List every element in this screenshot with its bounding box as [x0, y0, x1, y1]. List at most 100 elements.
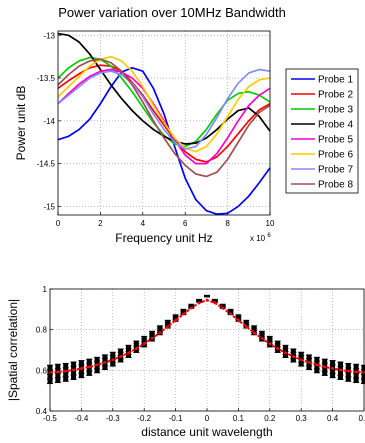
chart1-legend-label: Probe 3	[318, 105, 353, 116]
chart1-legend: Probe 1 Probe 2 Probe 3 Probe 4 Probe 5 Probe…	[285, 68, 359, 194]
chart1-legend-box	[285, 68, 359, 194]
chart2-red-point	[354, 370, 358, 374]
chart2-y-tick-label: 0.8	[36, 326, 48, 335]
chart2-y-axis-label: |Spatial correlation|	[6, 299, 20, 401]
chart2-x-tick-label: -0.5	[43, 414, 57, 423]
chart1-y-tick-label: -15	[43, 202, 55, 211]
chart1-legend-items: Probe 1 Probe 2 Probe 3 Probe 4 Probe 5 Probe…	[291, 75, 353, 191]
chart2-red-point	[221, 306, 225, 310]
chart2-x-tick-label: -0.1	[169, 414, 183, 423]
chart2-red-point	[213, 301, 217, 305]
chart2-red-point	[197, 301, 201, 305]
chart1-x-tick-label: 2	[98, 219, 103, 228]
chart1-y-tick-label: -14.5	[37, 160, 56, 169]
chart2-red-point	[56, 370, 60, 374]
power-variation-chart: Power variation over 10MHz Bandwidth 0 2 4…	[14, 5, 359, 245]
chart1-x-tick-label: 10	[266, 219, 275, 228]
chart2-red-point	[346, 369, 350, 373]
chart2-x-tick-label: 0.5	[358, 414, 365, 423]
chart1-x-tick-label: 6	[183, 219, 188, 228]
chart2-red-point	[339, 368, 342, 372]
chart2-series	[47, 294, 365, 385]
chart1-x-multiplier: x 10 6	[250, 233, 271, 243]
chart2-red-point	[252, 331, 256, 335]
chart1-y-tick-label: -14	[43, 117, 55, 126]
chart2-x-axis-label: distance unit wavelength	[141, 425, 272, 439]
chart2-red-point	[229, 312, 232, 316]
chart2-grid	[49, 288, 365, 412]
chart1-x-multiplier-exponent: 6	[267, 233, 271, 239]
chart2-red-point	[260, 337, 264, 340]
chart1-legend-label: Probe 2	[318, 90, 353, 101]
chart2-red-point	[111, 358, 115, 362]
chart2-red-point	[87, 365, 91, 369]
chart2-red-point	[189, 306, 193, 310]
chart1-x-tick-label: 0	[56, 219, 61, 228]
chart1-y-ticks: -13 -13.5 -14 -14.5 -15	[37, 31, 61, 211]
chart2-red-point	[205, 298, 209, 302]
chart2-red-point	[119, 355, 123, 358]
chart2-red-point	[291, 355, 295, 358]
chart2-x-tick-label: -0.2	[137, 414, 151, 423]
chart2-red-point	[307, 361, 311, 364]
chart1-legend-label: Probe 7	[318, 165, 353, 176]
chart2-x-tick-label: 0.1	[233, 414, 245, 423]
chart2-x-tick-label: 0	[205, 414, 210, 423]
chart2-x-tick-label: 0.4	[327, 414, 339, 423]
chart2-red-point	[284, 351, 287, 355]
chart1-y-tick-label: -13.5	[37, 74, 56, 83]
chart2-x-ticks: -0.5 -0.4 -0.3 -0.2 -0.1 0 0.1 0.2 0.3 0.4 0.5	[43, 408, 365, 423]
chart1-series-line-probe-2	[57, 64, 271, 163]
chart1-series-line-probe-5	[57, 68, 271, 165]
chart1-x-ticks: 0 2 4 6 8 10	[56, 212, 275, 228]
chart2-y-tick-label: 0.6	[36, 366, 48, 375]
chart2-red-point	[80, 367, 83, 370]
chart1-y-axis-label: Power unit dB	[14, 86, 28, 161]
chart2-x-tick-label: 0.2	[264, 414, 276, 423]
chart1-x-tick-label: 8	[225, 219, 230, 228]
chart1-series-line-probe-7	[57, 68, 271, 150]
chart2-red-point	[268, 342, 272, 346]
chart2-red-point	[158, 331, 162, 335]
chart1-legend-label: Probe 4	[318, 120, 353, 131]
chart2-red-point	[95, 363, 99, 367]
chart2-red-point	[127, 351, 130, 355]
chart2-red-point	[323, 365, 327, 369]
chart2-red-point	[72, 368, 75, 372]
chart1-series-line-probe-8	[57, 58, 271, 178]
chart2-red-point	[237, 318, 240, 322]
chart2-red-point	[182, 312, 185, 316]
chart2-red-point	[174, 318, 178, 322]
chart2-x-tick-label: -0.4	[75, 414, 89, 423]
chart1-y-tick-label: -13	[43, 31, 55, 40]
chart2-red-point	[276, 347, 280, 350]
chart1-series-line-probe-6	[57, 55, 271, 153]
chart1-series	[57, 32, 271, 215]
chart2-y-tick-label: 1	[43, 285, 48, 294]
chart1-x-axis-label: Frequency unit Hz	[115, 231, 212, 245]
chart2-red-point	[244, 325, 248, 329]
chart1-legend-label: Probe 8	[318, 180, 353, 191]
chart1-plot-frame	[57, 30, 271, 216]
chart1-legend-label: Probe 1	[318, 75, 353, 86]
chart2-red-point	[103, 361, 107, 364]
chart2-red-point	[331, 367, 334, 370]
chart2-red-point	[134, 347, 138, 350]
chart1-legend-label: Probe 6	[318, 150, 353, 161]
chart2-red-point	[299, 358, 303, 362]
chart2-red-point	[64, 369, 68, 373]
chart1-x-tick-label: 4	[141, 219, 146, 228]
chart1-x-multiplier-base: x 10	[250, 234, 266, 243]
chart2-y-tick-label: 0.4	[36, 407, 48, 416]
chart1-legend-label: Probe 5	[318, 135, 353, 146]
chart1-title: Power variation over 10MHz Bandwidth	[58, 5, 286, 20]
chart2-red-point	[315, 363, 319, 367]
chart2-red-point	[166, 325, 170, 329]
chart2-y-ticks: 0.4 0.6 0.8 1	[36, 285, 53, 416]
chart2-red-point	[150, 337, 154, 340]
chart1-series-line-probe-1	[57, 66, 271, 215]
chart2-x-tick-label: -0.3	[106, 414, 120, 423]
chart2-x-tick-label: 0.3	[296, 414, 308, 423]
